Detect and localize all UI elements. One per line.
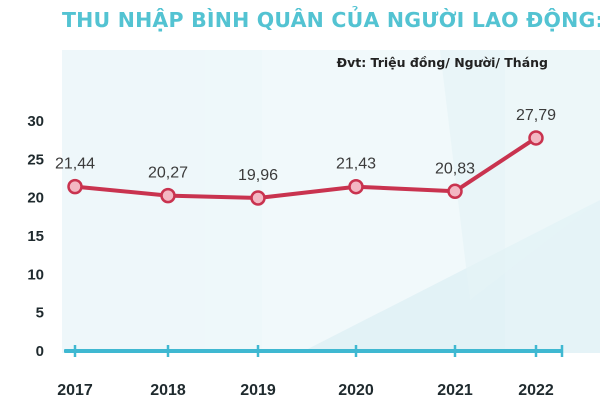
data-point — [528, 130, 544, 146]
data-point — [67, 178, 83, 195]
data-point — [250, 190, 266, 206]
bg-panel — [440, 50, 600, 300]
x-tick-label: 2018 — [150, 382, 186, 399]
x-tick-label: 2021 — [437, 382, 473, 399]
data-label: 19,96 — [238, 167, 278, 184]
data-point — [447, 183, 463, 200]
y-tick-label: 20 — [27, 190, 44, 207]
data-label: 20,83 — [435, 160, 475, 177]
y-tick-label: 5 — [36, 305, 44, 322]
unit-note: Đvt: Triệu đồng/ Người/ Tháng — [336, 55, 548, 70]
data-point — [348, 178, 364, 195]
x-tick-label: 2019 — [240, 382, 276, 399]
x-axis-line — [64, 349, 562, 353]
chart-labels: 21,44 20,27 19,96 21,43 20,83 27,79 — [55, 107, 556, 184]
chart-axes: 0 5 10 15 20 25 30 2017 2018 2019 2020 2021 2022 — [27, 113, 564, 399]
y-tick-label: 30 — [27, 113, 44, 130]
data-point — [160, 187, 176, 204]
x-tick-label: 2020 — [338, 382, 374, 399]
y-tick-label: 0 — [36, 343, 44, 360]
background-decoration — [62, 50, 600, 353]
data-label: 20,27 — [148, 165, 188, 182]
data-label: 21,43 — [336, 156, 376, 173]
data-label: 27,79 — [516, 107, 556, 124]
y-tick-label: 25 — [27, 151, 44, 168]
series-line — [73, 135, 538, 200]
y-tick-label: 15 — [27, 228, 44, 245]
data-label: 21,44 — [55, 156, 95, 173]
x-tick-label: 2017 — [57, 382, 93, 399]
x-tick-label: 2022 — [518, 382, 554, 399]
y-tick-label: 10 — [27, 266, 44, 283]
chart-title: THU NHẬP BÌNH QUÂN CỦA NGƯỜI LAO ĐỘNG: — [62, 8, 600, 32]
chart-series — [67, 130, 544, 206]
